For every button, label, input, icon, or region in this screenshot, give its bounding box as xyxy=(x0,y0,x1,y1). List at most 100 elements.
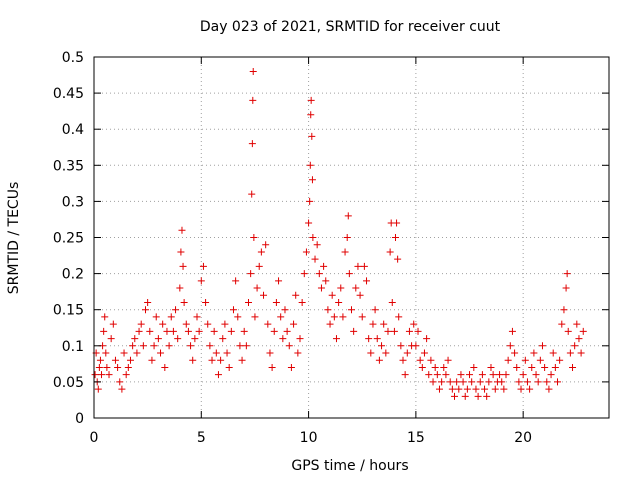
data-point xyxy=(296,335,304,343)
data-point xyxy=(285,342,293,350)
data-point xyxy=(435,385,443,393)
data-point xyxy=(543,378,551,386)
y-axis-label: SRMTID / TECUs xyxy=(6,182,22,295)
data-point xyxy=(401,371,409,379)
data-point xyxy=(485,378,493,386)
data-point xyxy=(202,298,210,306)
data-point xyxy=(330,313,338,321)
y-tick-label: 0 xyxy=(75,411,84,427)
data-point xyxy=(558,320,566,328)
data-point xyxy=(545,385,553,393)
data-point xyxy=(275,277,283,285)
data-point xyxy=(356,291,364,299)
data-point xyxy=(463,385,471,393)
data-point xyxy=(260,291,268,299)
data-point xyxy=(107,335,115,343)
data-point xyxy=(195,327,203,335)
data-point xyxy=(257,248,265,256)
data-point xyxy=(159,320,167,328)
data-point xyxy=(350,327,358,335)
data-point xyxy=(306,161,314,169)
data-point xyxy=(541,363,549,371)
data-point xyxy=(308,132,316,140)
data-point xyxy=(332,335,340,343)
data-point xyxy=(341,248,349,256)
data-point xyxy=(264,320,272,328)
data-point xyxy=(102,349,110,357)
data-point xyxy=(566,349,574,357)
data-point xyxy=(455,385,463,393)
data-point xyxy=(96,356,104,364)
data-point xyxy=(250,234,258,241)
y-tick-label: 0.4 xyxy=(62,122,84,138)
data-point xyxy=(515,378,523,386)
data-point xyxy=(498,378,506,386)
data-point xyxy=(315,270,323,278)
y-tick-label: 0.2 xyxy=(62,267,84,283)
data-point xyxy=(100,327,108,335)
data-point xyxy=(270,327,278,335)
data-point xyxy=(438,378,446,386)
data-point xyxy=(517,385,525,393)
data-point xyxy=(448,385,456,393)
data-point xyxy=(225,363,233,371)
data-point xyxy=(179,262,187,270)
data-point xyxy=(530,349,538,357)
data-point xyxy=(163,327,171,335)
data-point xyxy=(189,356,197,364)
data-point xyxy=(177,248,185,256)
data-point xyxy=(345,270,353,278)
data-point xyxy=(139,342,147,350)
data-point xyxy=(208,356,216,364)
data-point xyxy=(300,270,308,278)
data-point xyxy=(446,378,454,386)
data-point xyxy=(502,371,510,379)
data-point xyxy=(184,327,192,335)
data-point xyxy=(440,363,448,371)
data-point xyxy=(152,313,160,321)
data-point xyxy=(390,327,398,335)
data-point xyxy=(217,356,225,364)
data-point xyxy=(476,378,484,386)
data-point xyxy=(395,313,403,321)
data-point xyxy=(302,248,310,256)
y-tick-label: 0.35 xyxy=(53,158,84,174)
data-point xyxy=(394,255,402,263)
data-point xyxy=(528,363,536,371)
data-point xyxy=(344,212,352,220)
x-ticks: 0 5 10 15 20 xyxy=(90,57,532,446)
data-point xyxy=(197,277,205,285)
data-point xyxy=(365,335,373,343)
data-point xyxy=(129,342,137,350)
data-point xyxy=(306,197,314,205)
data-point xyxy=(427,356,435,364)
data-point xyxy=(283,327,291,335)
data-point xyxy=(472,385,480,393)
data-point xyxy=(101,313,109,321)
data-point xyxy=(251,313,259,321)
data-point xyxy=(513,363,521,371)
x-tick-label: 0 xyxy=(90,430,99,446)
data-point xyxy=(111,356,119,364)
data-point xyxy=(410,320,418,328)
data-point xyxy=(489,371,497,379)
data-point xyxy=(511,349,519,357)
data-point xyxy=(91,371,99,379)
data-point xyxy=(504,356,512,364)
data-point xyxy=(229,306,237,314)
data-point xyxy=(142,306,149,314)
data-point xyxy=(307,111,315,119)
data-point xyxy=(573,320,581,328)
data-point xyxy=(375,356,383,364)
data-point xyxy=(343,234,351,241)
data-point xyxy=(579,327,587,335)
data-point xyxy=(294,349,302,357)
data-point xyxy=(118,385,126,393)
data-point xyxy=(154,335,162,343)
data-point xyxy=(281,306,289,314)
data-point xyxy=(433,371,441,379)
x-tick-label: 15 xyxy=(407,430,425,446)
data-point xyxy=(459,378,467,386)
data-point xyxy=(575,335,583,343)
